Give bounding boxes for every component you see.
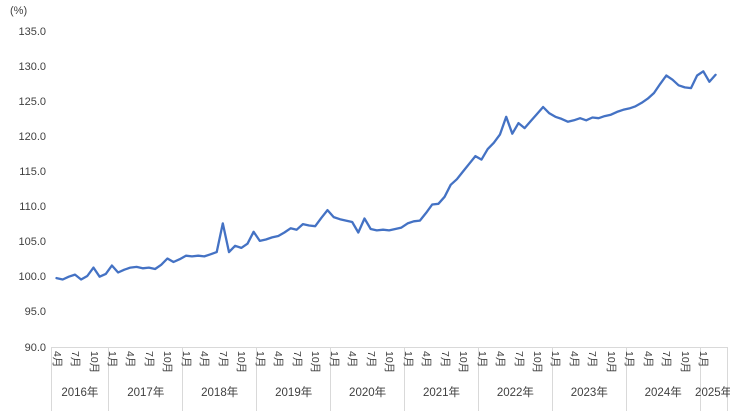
x-tick-label: 7月 — [438, 351, 451, 368]
year-divider — [50, 347, 52, 411]
x-tick-label: 1月 — [623, 351, 636, 368]
year-divider — [699, 347, 701, 411]
year-divider — [256, 347, 258, 411]
y-tick-label: 100.0 — [18, 271, 46, 284]
x-tick-label: 7月 — [142, 351, 155, 368]
x-tick-label: 1月 — [253, 351, 266, 368]
year-divider — [625, 347, 627, 411]
year-divider — [551, 347, 553, 411]
year-divider — [108, 347, 110, 411]
year-divider — [404, 347, 405, 411]
year-divider — [330, 347, 332, 411]
y-axis-unit-label: (%) — [10, 5, 28, 17]
x-tick-label: 4月 — [124, 351, 137, 368]
year-divider — [477, 347, 479, 411]
year-label: 2023年 — [570, 387, 608, 399]
x-tick-label: 10月 — [235, 351, 248, 374]
x-tick-label: 4月 — [420, 351, 433, 368]
y-tick-label: 90.0 — [24, 341, 46, 354]
x-tick-label: 10月 — [457, 351, 469, 374]
x-tick-label: 1月 — [179, 351, 192, 368]
x-tick-label: 4月 — [346, 351, 359, 368]
x-tick-label: 1月 — [401, 351, 414, 368]
x-tick-label: 4月 — [494, 351, 506, 368]
x-tick-label: 4月 — [272, 351, 285, 368]
year-label: 2024年 — [644, 387, 682, 399]
y-tick-label: 105.0 — [18, 236, 46, 249]
x-tick-label: 1月 — [105, 351, 118, 368]
y-tick-label: 130.0 — [18, 61, 46, 74]
y-tick-label: 125.0 — [18, 96, 46, 109]
x-tick-label: 7月 — [216, 351, 229, 368]
y-tick-label: 95.0 — [24, 306, 46, 319]
x-tick-label: 10月 — [604, 351, 617, 374]
y-tick-label: 110.0 — [19, 201, 46, 214]
x-tick-label: 1月 — [327, 351, 340, 368]
chart-line — [55, 70, 717, 281]
x-tick-label: 7月 — [512, 351, 525, 368]
x-tick-label: 10月 — [161, 351, 174, 374]
year-divider — [182, 347, 184, 411]
x-tick-label: 10月 — [383, 351, 396, 374]
y-tick-label: 135.0 — [18, 26, 46, 38]
x-tick-label: 4月 — [641, 351, 654, 368]
year-label: 2018年 — [201, 387, 239, 399]
x-tick-label: 1月 — [697, 351, 710, 368]
x-tick-label: 1月 — [549, 351, 562, 368]
x-tick-label: 7月 — [586, 351, 599, 368]
year-label: 2016年 — [61, 387, 99, 399]
year-label: 2019年 — [275, 387, 313, 399]
year-label: 2025年 — [695, 387, 730, 399]
x-tick-label: 10月 — [87, 351, 100, 374]
x-tick-label: 7月 — [364, 351, 377, 368]
x-tick-label: 4月 — [567, 351, 580, 368]
x-tick-label: 4月 — [50, 351, 63, 368]
x-tick-label: 1月 — [475, 351, 488, 368]
year-label: 2020年 — [349, 387, 387, 399]
year-label: 2021年 — [422, 387, 461, 399]
year-label: 2022年 — [496, 387, 534, 399]
x-tick-label: 10月 — [309, 351, 322, 374]
x-tick-label: 7月 — [660, 351, 673, 368]
x-tick-label: 4月 — [198, 351, 211, 368]
y-tick-label: 120.0 — [18, 131, 46, 144]
x-tick-label: 10月 — [531, 351, 543, 374]
x-tick-label: 7月 — [69, 351, 81, 368]
y-tick-label: 115.0 — [19, 166, 46, 179]
x-tick-label: 10月 — [678, 351, 691, 374]
x-axis-line — [51, 347, 727, 348]
year-label: 2017年 — [127, 387, 165, 399]
year-divider — [726, 347, 728, 411]
x-tick-label: 7月 — [290, 351, 303, 368]
